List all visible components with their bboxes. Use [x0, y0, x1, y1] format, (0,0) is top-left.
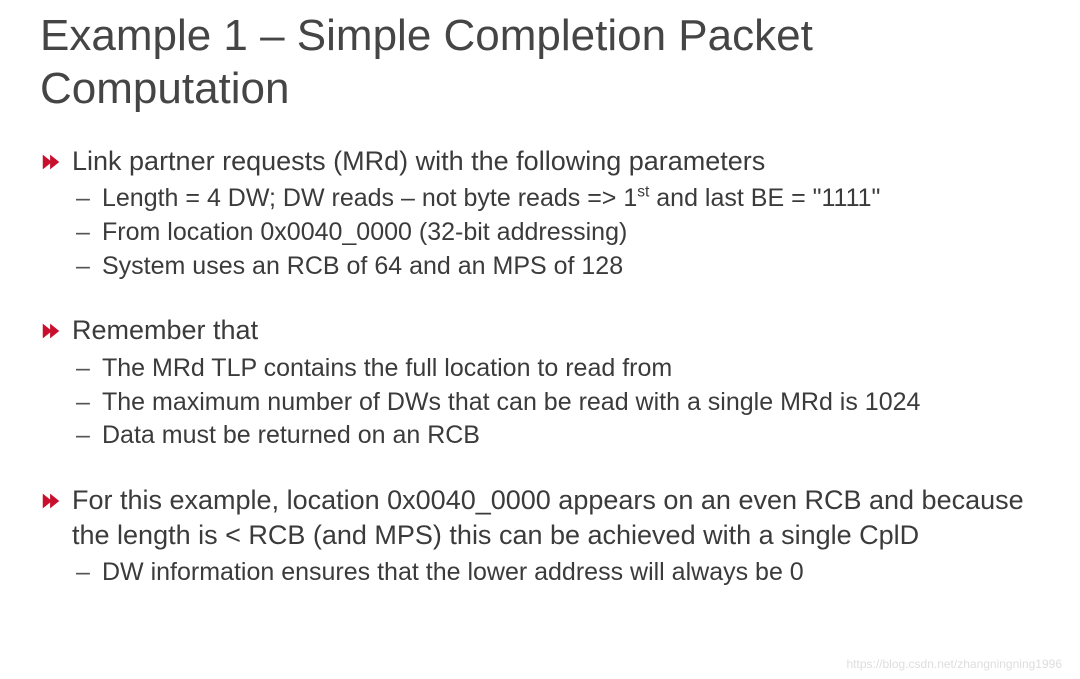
sub-bullet-text: From location 0x0040_0000 (32-bit addres… [102, 216, 1040, 250]
sub-bullet: –Length = 4 DW; DW reads – not byte read… [76, 182, 1040, 216]
slide-content: Link partner requests (MRd) with the fol… [40, 144, 1040, 590]
chevron-icon [40, 151, 62, 173]
bullet-section: For this example, location 0x0040_0000 a… [40, 483, 1040, 590]
sub-bullet: –The MRd TLP contains the full location … [76, 352, 1040, 386]
watermark-text: https://blog.csdn.net/zhangningning1996 [846, 657, 1062, 671]
sub-bullet: –Data must be returned on an RCB [76, 419, 1040, 453]
main-bullet: Link partner requests (MRd) with the fol… [40, 144, 1040, 179]
dash-icon: – [76, 419, 102, 453]
bullet-section: Link partner requests (MRd) with the fol… [40, 144, 1040, 284]
sub-bullet-text: System uses an RCB of 64 and an MPS of 1… [102, 250, 1040, 284]
sub-bullet: –From location 0x0040_0000 (32-bit addre… [76, 216, 1040, 250]
main-bullet-text: Link partner requests (MRd) with the fol… [72, 144, 1040, 179]
dash-icon: – [76, 386, 102, 420]
sub-bullet: –DW information ensures that the lower a… [76, 556, 1040, 590]
dash-icon: – [76, 556, 102, 590]
sub-bullet: –The maximum number of DWs that can be r… [76, 386, 1040, 420]
slide-container: Example 1 – Simple Completion Packet Com… [0, 0, 1080, 679]
dash-icon: – [76, 250, 102, 284]
bullet-section: Remember that –The MRd TLP contains the f… [40, 313, 1040, 453]
slide-title: Example 1 – Simple Completion Packet Com… [40, 10, 1040, 116]
main-bullet-text: For this example, location 0x0040_0000 a… [72, 483, 1040, 552]
sub-bullet-text: The maximum number of DWs that can be re… [102, 386, 1040, 420]
dash-icon: – [76, 216, 102, 250]
sub-bullet-text: The MRd TLP contains the full location t… [102, 352, 1040, 386]
main-bullet-text: Remember that [72, 313, 1040, 348]
chevron-icon [40, 320, 62, 342]
dash-icon: – [76, 182, 102, 216]
sub-bullet-text: Length = 4 DW; DW reads – not byte reads… [102, 182, 1040, 216]
superscript: st [637, 184, 649, 201]
main-bullet: Remember that [40, 313, 1040, 348]
sub-bullet-text: DW information ensures that the lower ad… [102, 556, 1040, 590]
text-continuation: and last BE = "1111" [649, 184, 880, 212]
main-bullet: For this example, location 0x0040_0000 a… [40, 483, 1040, 552]
dash-icon: – [76, 352, 102, 386]
sub-bullet: –System uses an RCB of 64 and an MPS of … [76, 250, 1040, 284]
sub-bullet-text: Data must be returned on an RCB [102, 419, 1040, 453]
chevron-icon [40, 490, 62, 512]
